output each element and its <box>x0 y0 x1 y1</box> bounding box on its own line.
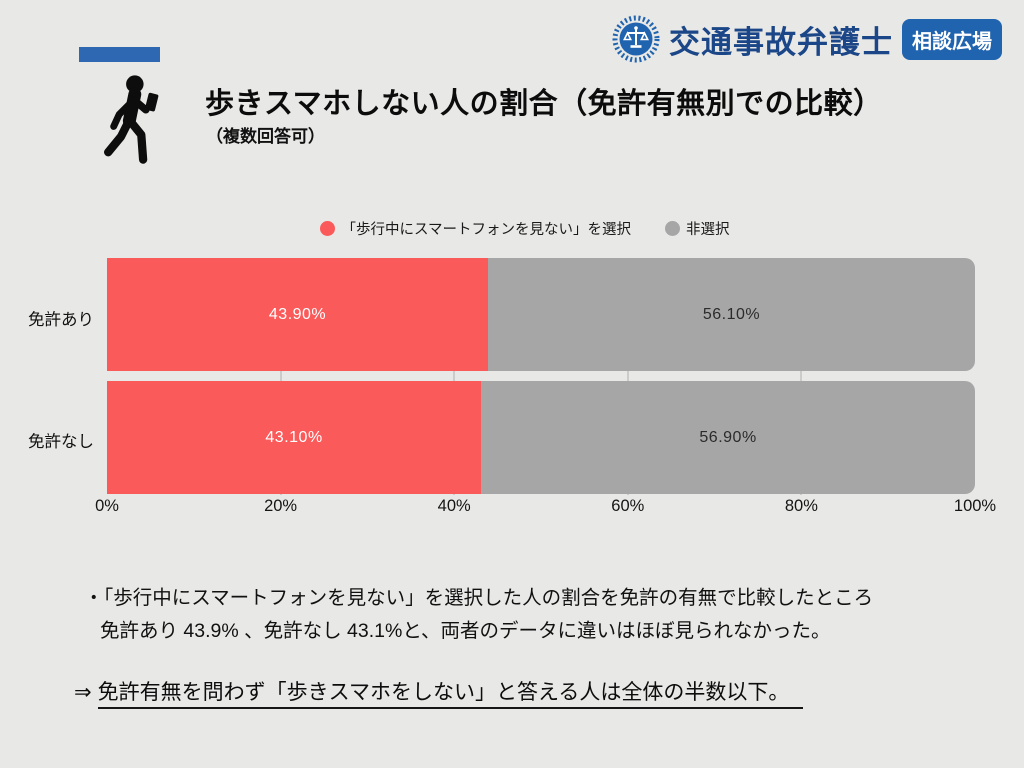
gridline-80 <box>800 258 803 495</box>
x-tick-0: 0% <box>95 497 119 515</box>
legend-dot-gray-icon <box>665 221 681 236</box>
bar-segment-not-selected-license-no: 56.90% <box>481 381 975 494</box>
legend-item-not-selected: 非選択 <box>665 218 730 239</box>
note-line-2: 免許あり 43.9% 、免許なし 43.1%と、両者のデータに違いはほぼ見られな… <box>100 620 831 642</box>
x-tick-60: 60% <box>611 497 645 515</box>
bar-value-label: 56.10% <box>702 305 761 323</box>
bar-value-label: 56.90% <box>699 428 757 446</box>
x-tick-20: 20% <box>264 497 298 515</box>
note-line-1: ・「歩行中にスマートフォンを見ない」を選択した人の割合を免許の有無で比較したとこ… <box>84 587 874 609</box>
category-label-license-no: 免許なし <box>28 433 94 451</box>
bar-value-label: 43.90% <box>268 305 327 323</box>
chart-title: 歩きスマホしない人の割合（免許有無別での比較） <box>205 88 883 120</box>
bar-segment-selected-license-no: 43.10% <box>107 381 482 494</box>
conclusion-text: 免許有無を問わず「歩きスマホをしない」と答える人は全体の半数以下。 <box>97 681 804 709</box>
bar-row-license-yes: 43.90% 56.10% <box>107 258 975 371</box>
legend-dot-red-icon <box>320 221 336 236</box>
bar-segment-not-selected-license-yes: 56.10% <box>488 258 975 371</box>
bar-segment-selected-license-yes: 43.90% <box>107 258 489 371</box>
conclusion: ⇒ 免許有無を問わず「歩きスマホをしない」と答える人は全体の半数以下。 <box>74 676 804 709</box>
walking-person-with-phone-icon <box>104 75 159 164</box>
x-tick-40: 40% <box>437 497 471 515</box>
gridline-40 <box>453 258 456 495</box>
scales-of-justice-icon <box>612 15 660 63</box>
analysis-note: ・「歩行中にスマートフォンを見ない」を選択した人の割合を免許の有無で比較したとこ… <box>84 582 873 648</box>
x-axis: 0% 20% 40% 60% 80% 100% <box>95 497 996 519</box>
chart-legend: 「歩行中にスマートフォンを見ない」を選択 非選択 <box>0 218 1024 239</box>
brand-badge: 相談広場 <box>902 18 1002 60</box>
legend-label-not-selected: 非選択 <box>686 222 730 238</box>
legend-label-selected: 「歩行中にスマートフォンを見ない」を選択 <box>341 222 632 238</box>
gridline-60 <box>626 258 629 495</box>
x-tick-80: 80% <box>784 497 818 515</box>
category-label-license-yes: 免許あり <box>28 311 94 329</box>
bar-chart-plot: 43.90% 56.10% 43.10% 56.90% 0% 20% 40% 6… <box>95 258 996 519</box>
legend-item-selected: 「歩行中にスマートフォンを見ない」を選択 <box>320 218 631 239</box>
gridline-20 <box>279 258 282 495</box>
chart-subtitle: （複数回答可） <box>206 127 325 146</box>
bar-row-license-no: 43.10% 56.90% <box>107 381 975 494</box>
brand-name: 交通事故弁護士 <box>669 24 893 60</box>
bar-value-label: 43.10% <box>265 428 323 446</box>
site-logo: 交通事故弁護士 相談広場 <box>612 14 1002 64</box>
x-tick-100: 100% <box>953 497 997 515</box>
top-accent-bar <box>79 47 160 62</box>
double-arrow-glyph: ⇒ <box>74 681 92 704</box>
